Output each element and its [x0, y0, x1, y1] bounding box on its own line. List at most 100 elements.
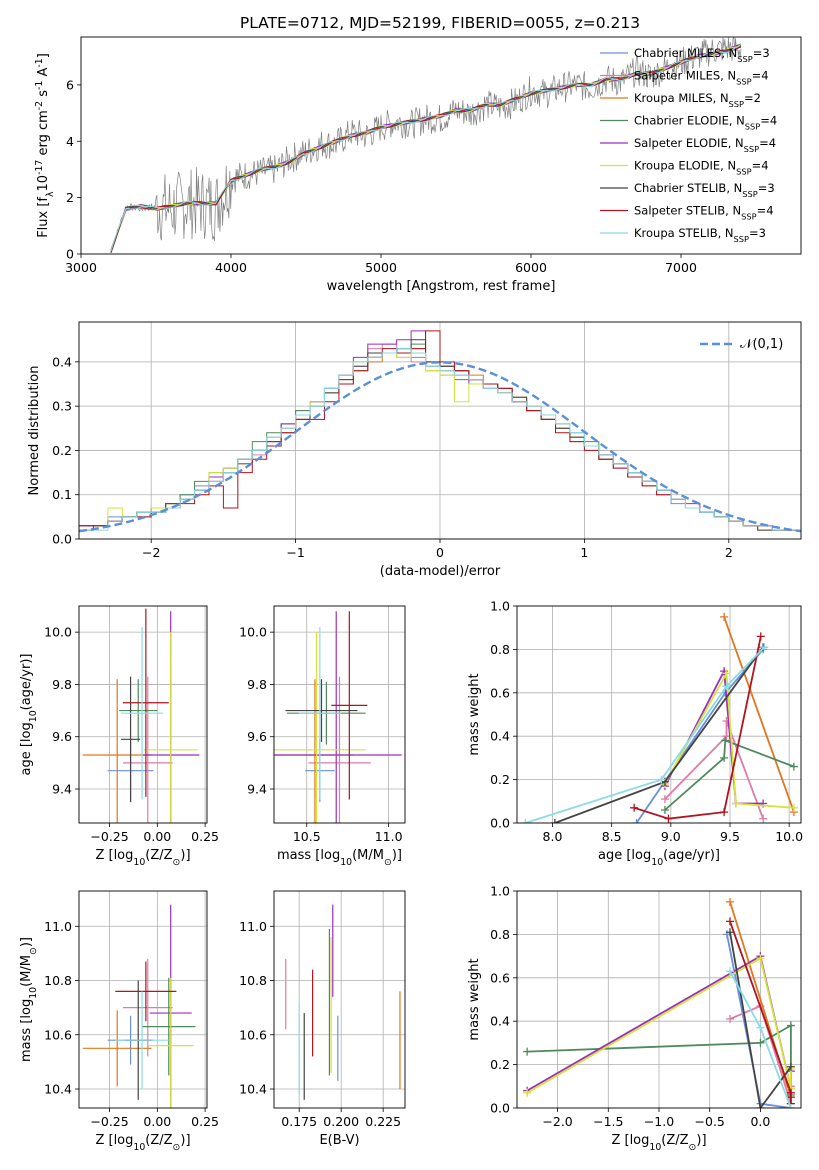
- mass-vs-Z-plot-area: [79, 891, 207, 1108]
- y-axis-label: mass weight: [467, 673, 482, 755]
- model-spectrum: [110, 43, 742, 250]
- weight-line: [664, 670, 794, 809]
- y-tick-label: 10.8: [239, 973, 267, 988]
- y-tick-label: 0.0: [490, 816, 510, 831]
- y-tick-label: 1.0: [490, 884, 510, 899]
- weight-marker: [760, 643, 769, 652]
- x-tick-label: 0.175: [281, 1114, 317, 1129]
- residuals-frame: [78, 321, 802, 540]
- y-tick-label: 0.6: [490, 685, 510, 700]
- mass-vs-EBV-plot-area: [274, 891, 405, 1108]
- x-axis-label: Z [log10(Z/Z⊙)]: [95, 1133, 190, 1153]
- x-tick-label: 0: [436, 545, 444, 560]
- x-tick-label: 3000: [65, 260, 97, 275]
- weight-marker: [786, 1062, 795, 1071]
- y-tick-label: 0.2: [52, 443, 72, 458]
- weight-marker: [731, 799, 740, 808]
- weight-marker: [722, 682, 731, 691]
- y-tick-label: 4: [66, 134, 74, 149]
- weight-marker: [720, 808, 729, 817]
- legend-label: Salpeter STELIB, NSSP=4: [634, 204, 774, 222]
- weight-marker: [759, 814, 768, 823]
- y-tick-label: 0.4: [52, 354, 72, 369]
- y-tick-label: 0.6: [490, 970, 510, 985]
- x-tick-label: −1.5: [593, 1114, 623, 1129]
- x-tick-label: 10.0: [775, 829, 803, 844]
- model-spectrum: [110, 46, 742, 253]
- x-tick-label: 8.0: [543, 829, 563, 844]
- legend-label: Chabrier MILES, NSSP=3: [634, 46, 770, 64]
- y-tick-label: 11.0: [44, 919, 72, 934]
- weight-marker: [660, 805, 669, 814]
- weight-marker: [523, 1047, 532, 1056]
- weight-vs-Z-axes: [513, 890, 761, 1112]
- weight-marker: [726, 1015, 734, 1024]
- x-tick-label: 2: [725, 545, 733, 560]
- weight-marker: [726, 897, 734, 906]
- legend-label: Kroupa STELIB, NSSP=3: [634, 226, 766, 244]
- legend-label: Kroupa ELODIE, NSSP=4: [634, 159, 769, 177]
- gaussian-curve: [79, 361, 801, 533]
- y-tick-label: 0.2: [490, 1057, 510, 1072]
- y-tick-label: 10.6: [239, 1027, 267, 1042]
- x-tick-label: −0.25: [90, 1114, 128, 1129]
- weight-marker: [756, 954, 765, 963]
- weight-marker: [657, 775, 666, 784]
- legend-label: Salpeter ELODIE, NSSP=4: [634, 136, 776, 154]
- weight-marker: [786, 1021, 795, 1030]
- mass-vs-Z-frame: [78, 890, 208, 1109]
- x-axis-label: age [log10(age/yr)]: [598, 848, 720, 868]
- legend-label: Kroupa MILES, NSSP=2: [634, 91, 761, 109]
- y-axis-label: Flux [fλ10-17 erg cm-2 s-1 A-1]: [34, 53, 56, 238]
- age-vs-Z-plot-area: [79, 606, 207, 823]
- weight-marker: [789, 803, 798, 812]
- weight-line: [633, 636, 762, 820]
- age-vs-Z-frame: [78, 605, 208, 824]
- weight-marker: [660, 795, 669, 804]
- residuals-plot-area: [79, 322, 801, 539]
- weight-marker: [630, 803, 639, 812]
- model-spectrum: [110, 44, 742, 251]
- y-tick-label: 0.8: [490, 927, 510, 942]
- weight-line: [664, 720, 764, 820]
- x-tick-label: 9.5: [720, 829, 740, 844]
- x-tick-label: −2.0: [542, 1114, 572, 1129]
- x-tick-label: 0.25: [191, 829, 219, 844]
- weight-marker: [726, 928, 734, 937]
- x-tick-label: −2: [142, 545, 160, 560]
- x-tick-label: −1: [286, 545, 304, 560]
- y-tick-label: 9.8: [247, 677, 267, 692]
- y-tick-label: 9.6: [52, 729, 72, 744]
- x-tick-label: −1.0: [644, 1114, 674, 1129]
- y-tick-label: 6: [66, 77, 74, 92]
- weight-line: [664, 667, 764, 805]
- x-tick-label: 4000: [215, 260, 247, 275]
- y-tick-label: 0.3: [52, 399, 72, 414]
- weight-vs-age-plot-area: [517, 606, 801, 823]
- y-tick-label: 2: [66, 190, 74, 205]
- y-tick-label: 9.4: [52, 782, 72, 797]
- x-tick-label: 8.5: [602, 829, 622, 844]
- weight-vs-Z-frame: [516, 890, 802, 1109]
- weight-marker: [521, 819, 530, 823]
- age-vs-mass-frame: [273, 605, 406, 824]
- weight-vs-Z-plot-area: [517, 891, 801, 1108]
- figure-title: PLATE=0712, MJD=52199, FIBERID=0055, z=0…: [240, 14, 640, 32]
- x-tick-label: −0.5: [695, 1114, 725, 1129]
- y-tick-label: 0.0: [52, 532, 72, 547]
- x-tick-label: 0.225: [365, 1114, 401, 1129]
- spectrum-frame: [80, 36, 802, 255]
- weight-marker: [720, 612, 729, 621]
- weight-vs-age-axes: [513, 605, 790, 827]
- weight-marker: [756, 1023, 765, 1032]
- weight-marker: [756, 632, 765, 641]
- y-axis-label: Normed distribution: [27, 366, 42, 496]
- y-tick-label: 9.8: [52, 677, 72, 692]
- weight-marker: [756, 1104, 765, 1108]
- x-tick-label: 11.0: [375, 829, 403, 844]
- y-tick-label: 11.0: [239, 919, 267, 934]
- observed-spectrum: [110, 37, 742, 252]
- legend-label: 𝒩(0,1): [740, 337, 783, 352]
- y-tick-label: 1.0: [490, 599, 510, 614]
- x-tick-label: 7000: [665, 260, 697, 275]
